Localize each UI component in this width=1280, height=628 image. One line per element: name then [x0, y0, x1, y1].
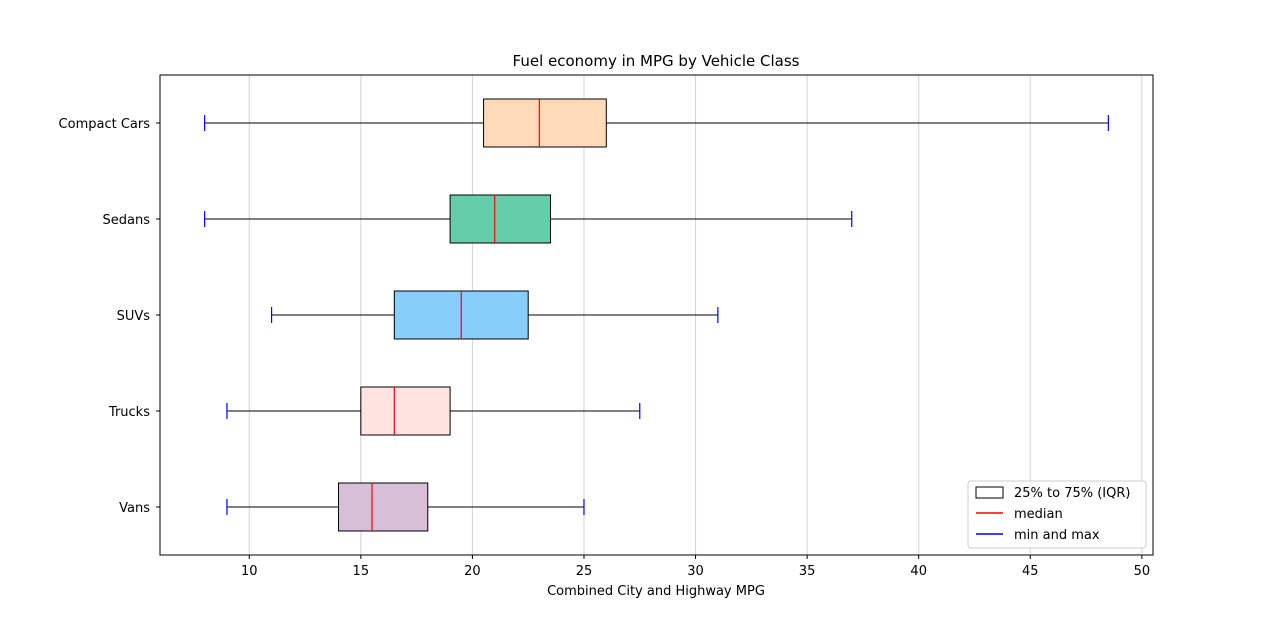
x-axis-title: Combined City and Highway MPG — [547, 584, 765, 599]
y-tick-label: Sedans — [103, 213, 151, 228]
x-tick-label: 10 — [241, 564, 258, 579]
legend: 25% to 75% (IQR) median min and max — [967, 480, 1147, 549]
box-plot-suvs — [270, 290, 719, 340]
iqr-box — [449, 194, 552, 244]
x-axis-ticks: 10 15 20 25 30 35 40 45 50 — [241, 555, 1150, 579]
legend-swatch-box — [975, 486, 1004, 499]
x-tick-label: 25 — [576, 564, 593, 579]
x-tick-label: 50 — [1134, 564, 1151, 579]
x-tick-label: 15 — [353, 564, 370, 579]
iqr-box — [360, 386, 451, 436]
chart-title: Fuel economy in MPG by Vehicle Class — [513, 52, 800, 70]
iqr-box — [338, 482, 429, 532]
x-tick-label: 20 — [464, 564, 481, 579]
box-plots — [204, 98, 1109, 532]
x-tick-label: 45 — [1022, 564, 1039, 579]
y-tick-label: Trucks — [108, 405, 150, 420]
y-tick-label: SUVs — [117, 309, 151, 324]
box-plot-compact-cars — [204, 98, 1109, 148]
iqr-box — [483, 98, 607, 148]
legend-label: median — [1014, 507, 1063, 522]
x-tick-label: 40 — [910, 564, 927, 579]
box-plot-sedans — [204, 194, 853, 244]
x-tick-label: 35 — [799, 564, 816, 579]
box-plot-vans — [226, 482, 585, 532]
y-axis-ticks: Compact Cars Sedans SUVs Trucks Vans — [59, 117, 160, 516]
y-tick-label: Compact Cars — [59, 117, 151, 132]
y-tick-label: Vans — [119, 501, 150, 516]
legend-label: min and max — [1014, 528, 1100, 543]
x-tick-label: 30 — [687, 564, 704, 579]
box-plot-trucks — [226, 386, 641, 436]
legend-label: 25% to 75% (IQR) — [1014, 486, 1130, 501]
legend-frame — [967, 480, 1147, 549]
